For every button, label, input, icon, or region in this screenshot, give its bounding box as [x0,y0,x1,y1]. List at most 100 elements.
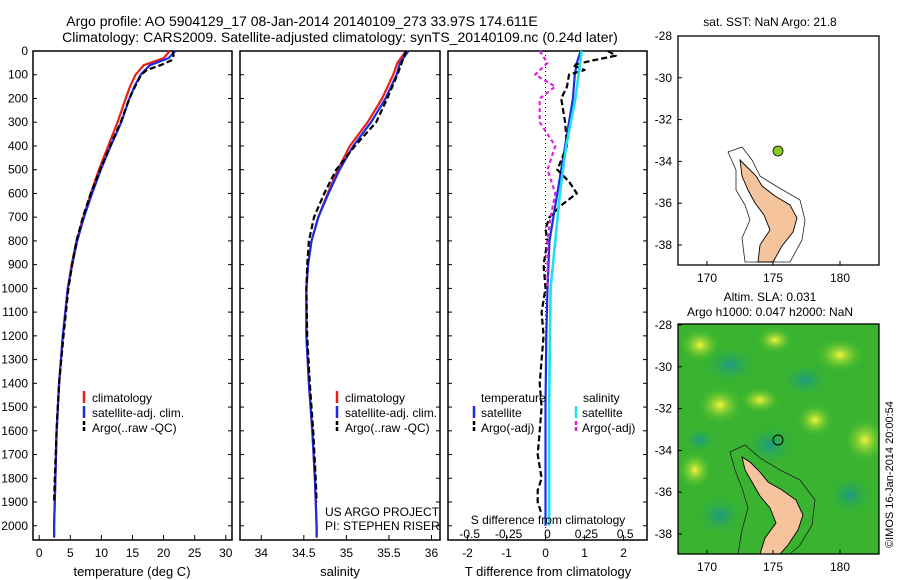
difference-xlabel: T difference from climatology [465,564,632,579]
sst-map-title: sat. SST: NaN Argo: 21.8 [703,15,837,29]
y-tick-label: 700 [8,210,28,224]
lat-tick-label: -38 [655,238,673,252]
y-tick-label: 200 [8,91,28,105]
series-line [305,50,408,503]
y-tick-label: 1600 [1,424,28,438]
y-tick-label: 1500 [1,400,28,414]
x-tick-label: 35.5 [377,546,401,560]
difference-series [533,50,617,526]
salinity-xlabel: salinity [320,564,360,579]
legend-climatology: climatology [92,391,152,405]
lat-tick-label: -28 [655,29,673,43]
sla-field [678,326,879,554]
lon-tick-label: 180 [830,271,850,285]
series-line [305,50,407,538]
x-tick-label: 36 [425,546,439,560]
x-tick-label: 0 [542,546,549,560]
x-tick-label: 2 [620,546,627,560]
x-tick-label: -2 [462,546,473,560]
lon-tick-label: 175 [763,271,783,285]
y-tick-label: 900 [8,258,28,272]
s-tick-label: -0.25 [495,527,523,541]
sst-map-contour [727,146,806,263]
figure-title-line2: Climatology: CARS2009. Satellite-adjuste… [62,29,618,45]
s-tick-label: 0.5 [617,527,634,541]
y-tick-label: 1400 [1,376,28,390]
series-line [536,50,617,515]
argo-position-marker-sla [772,434,784,446]
project-annotation-line1: US ARGO PROJECT [325,505,440,519]
s-tick-label: 0 [544,527,551,541]
x-tick-label: 15 [126,546,140,560]
lon-tick-label: 175 [763,560,783,574]
y-tick-label: 1200 [1,329,28,343]
x-tick-label: 1 [581,546,588,560]
lat-tick-label: -32 [655,402,673,416]
difference-axes: -2 -1 0 1 2 -0.5 -0.25 0 0.25 0.5 [448,50,647,560]
series-line [52,50,171,538]
y-tick-label: 1900 [1,495,28,509]
y-tick-label: 1300 [1,353,28,367]
s-tick-label: -0.5 [459,527,480,541]
figure-title-line1: Argo profile: AO 5904129_17 08-Jan-2014 … [66,13,537,29]
sla-map-title-line1: Altim. SLA: 0.031 [724,290,817,304]
sst-map: sat. SST: NaN Argo: 21.8 170 175 180 -28 -30… [655,15,880,285]
y-tick-label: 1000 [1,281,28,295]
lat-tick-label: -36 [655,485,673,499]
salinity-axes: 34 34.5 35 35.5 36 [240,50,440,560]
y-tick-label: 500 [8,163,28,177]
sla-map-frame [677,323,880,555]
difference-xlabel-top: S difference from climatology [471,513,626,527]
temperature-legend: climatology satellite-adj. clim. Argo(..… [82,391,184,435]
argo-position-marker [772,145,784,157]
series-line [52,50,177,538]
series-line [533,50,557,289]
legend-s-argo: Argo(-adj) [582,421,635,435]
x-tick-label: 34 [255,546,269,560]
x-tick-label: 0 [36,546,43,560]
legend-s-satellite: satellite [582,406,623,420]
y-tick-label: 400 [8,139,28,153]
lat-tick-label: -34 [655,443,673,457]
temperature-xlabel: temperature (deg C) [73,564,190,579]
difference-panel-frame [447,50,648,541]
y-tick-label: 2000 [1,519,28,533]
temperature-panel-frame [32,50,233,541]
x-tick-label: 30 [219,546,233,560]
y-tick-label: 300 [8,115,28,129]
legend-header-temperature: temperature [481,391,546,405]
lat-tick-label: -38 [655,527,673,541]
lon-tick-label: 170 [697,560,717,574]
y-tick-label: 1800 [1,471,28,485]
lat-tick-label: -28 [655,318,673,332]
legend-argo: Argo(..raw -QC) [92,421,177,435]
y-tick-label: 600 [8,186,28,200]
series-line [305,50,410,538]
series-line [544,50,582,526]
legend-climatology: climatology [345,391,405,405]
lat-tick-label: -36 [655,196,673,210]
series-line [53,50,175,503]
x-tick-label: 35 [340,546,354,560]
sst-map-ticks: 170 175 180 -28 -30 -32 -34 -36 -38 [655,29,851,285]
temperature-axes: 0 5 10 15 20 25 300100200300400500600700800900… [1,44,232,560]
imos-stamp: ©IMOS 16-Jan-2014 20:00:54 [884,401,896,548]
lon-tick-label: 170 [697,271,717,285]
s-tick-label: 0.25 [575,527,599,541]
y-tick-label: 0 [21,44,28,58]
legend-t-argo: Argo(-adj) [481,421,534,435]
lat-tick-label: -30 [655,360,673,374]
legend-t-satellite: satellite [481,406,522,420]
legend-satellite: satellite-adj. clim. [92,406,184,420]
lon-tick-label: 180 [830,560,850,574]
lat-tick-label: -30 [655,71,673,85]
x-tick-label: 25 [188,546,202,560]
y-tick-label: 1700 [1,448,28,462]
x-tick-label: -1 [501,546,512,560]
sla-map: Altim. SLA: 0.031 Argo h1000: 0.047 h200… [655,290,880,574]
temperature-series [52,50,177,538]
legend-header-salinity: salinity [583,391,620,405]
lat-tick-label: -32 [655,113,673,127]
salinity-legend: climatology satellite-adj. clim. Argo(..… [325,391,440,533]
